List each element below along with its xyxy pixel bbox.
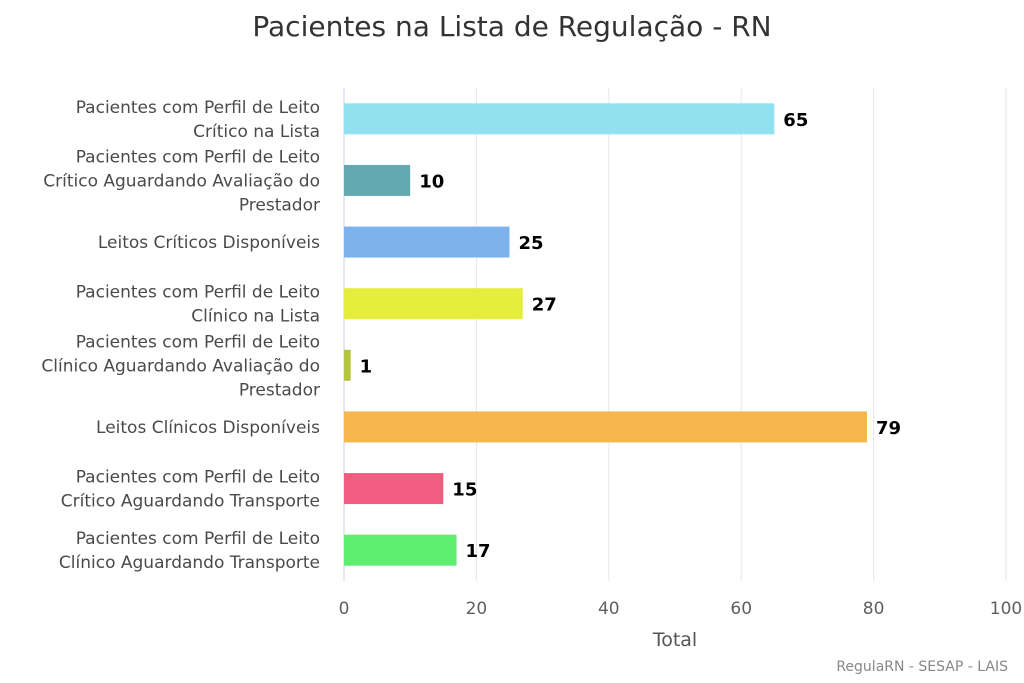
x-tick-label: 100 [990, 599, 1022, 619]
bar [344, 349, 351, 381]
data-labels: 65 10 25 27 1 79 15 17 [360, 110, 901, 562]
data-label: 25 [519, 233, 544, 254]
bar [344, 226, 510, 258]
category-label: Pacientes com Perfil de Leito Clínico na … [76, 283, 320, 327]
category-label: Pacientes com Perfil de Leito Crítico Agu… [61, 468, 320, 512]
category-label: Leitos Críticos Disponíveis [98, 233, 320, 253]
data-label: 17 [466, 541, 491, 562]
category-label-line: Leitos Críticos Disponíveis [98, 233, 320, 253]
x-tick-label: 20 [466, 599, 488, 619]
data-label: 15 [452, 480, 477, 501]
category-label-line: Pacientes com Perfil de Leito [76, 283, 320, 303]
data-label: 10 [419, 171, 444, 192]
category-label: Pacientes com Perfil de Leito Crítico Agu… [43, 147, 320, 215]
x-axis-title: Total [652, 629, 697, 651]
x-tick-label: 40 [598, 599, 620, 619]
data-label: 65 [783, 110, 808, 131]
bar-series [344, 103, 867, 566]
category-label-line: Pacientes com Perfil de Leito [76, 98, 320, 118]
x-tick-label: 0 [339, 599, 350, 619]
category-label-line: Pacientes com Perfil de Leito [76, 332, 320, 352]
category-label-line: Crítico Aguardando Avaliação do [43, 171, 320, 191]
category-label-line: Pacientes com Perfil de Leito [76, 529, 320, 549]
category-label-line: Clínico Aguardando Avaliação do [41, 356, 320, 376]
category-label-line: Pacientes com Perfil de Leito [76, 147, 320, 167]
category-label: Pacientes com Perfil de Leito Crítico na … [76, 98, 320, 142]
bar [344, 103, 775, 135]
x-tick-label: 80 [863, 599, 885, 619]
category-label: Pacientes com Perfil de Leito Clínico Agu… [59, 529, 320, 573]
bar [344, 411, 867, 443]
category-label: Leitos Clínicos Disponíveis [96, 418, 320, 438]
x-axis-ticks: 0 20 40 60 80 100 [339, 599, 1023, 619]
category-label-line: Prestador [239, 380, 320, 400]
category-label-line: Clínico Aguardando Transporte [59, 553, 320, 573]
bar [344, 473, 444, 505]
category-label-line: Crítico na Lista [193, 122, 320, 142]
category-label: Pacientes com Perfil de Leito Clínico Agu… [41, 332, 320, 400]
data-label: 79 [876, 418, 901, 439]
category-label-line: Pacientes com Perfil de Leito [76, 468, 320, 488]
bar [344, 288, 523, 320]
data-label: 1 [360, 356, 373, 377]
bar [344, 534, 457, 566]
bar [344, 164, 411, 196]
chart-title: Pacientes na Lista de Regulação - RN [252, 10, 772, 43]
credits-text: RegulaRN - SESAP - LAIS [836, 659, 1008, 675]
category-label-line: Clínico na Lista [191, 307, 320, 327]
x-tick-label: 60 [730, 599, 752, 619]
category-label-line: Prestador [239, 195, 320, 215]
grid-lines [343, 88, 1007, 581]
data-label: 27 [532, 295, 557, 316]
category-label-line: Leitos Clínicos Disponíveis [96, 418, 320, 438]
category-label-line: Crítico Aguardando Transporte [61, 492, 320, 512]
category-labels: Pacientes com Perfil de Leito Crítico na … [41, 98, 320, 573]
